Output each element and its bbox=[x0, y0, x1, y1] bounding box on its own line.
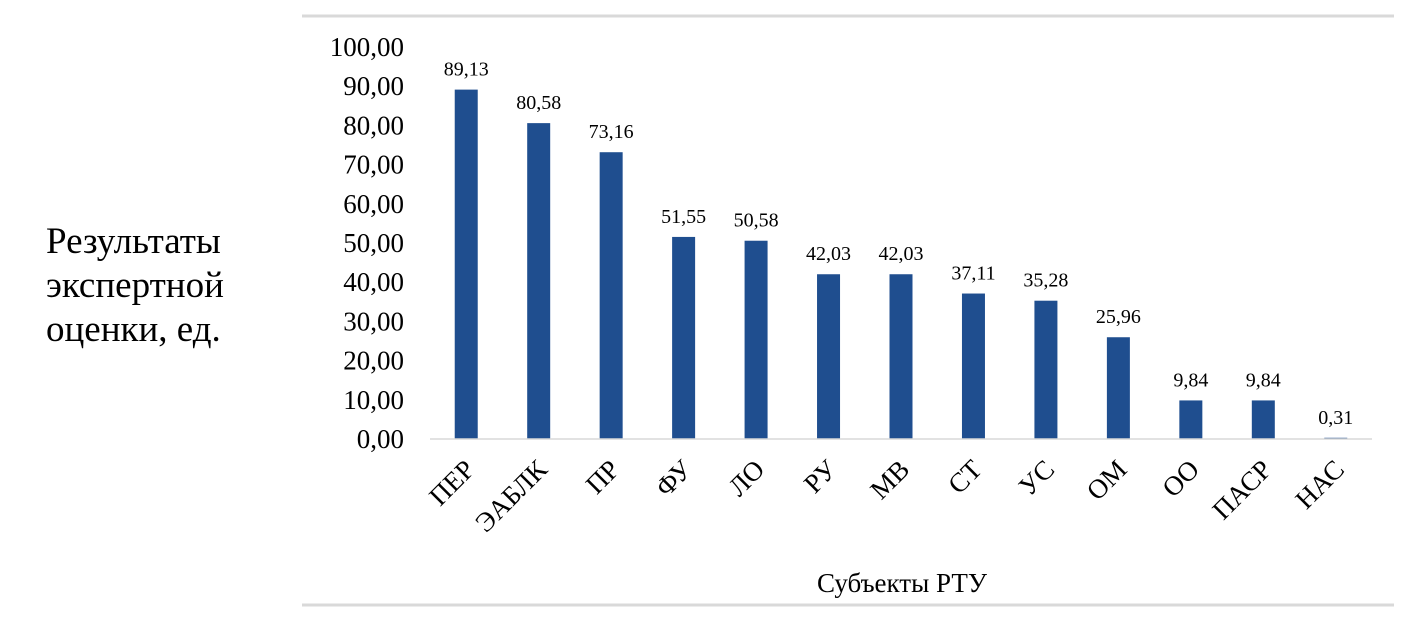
bar-value-label: 42,03 bbox=[879, 243, 924, 265]
bar-value-label: 42,03 bbox=[806, 243, 851, 265]
y-tick-label: 90,00 bbox=[343, 71, 404, 101]
bar-value-label: 0,31 bbox=[1318, 407, 1353, 429]
bar-value-label: 80,58 bbox=[516, 92, 561, 114]
y-tick-label: 80,00 bbox=[343, 110, 404, 140]
y-axis-title-line-3: оценки, ед. bbox=[46, 309, 221, 350]
x-category-label: УС bbox=[1013, 454, 1060, 501]
y-axis-ticks: 0,00 10,00 20,00 30,00 40,00 50,00 60,00 70,00 8… bbox=[330, 32, 404, 454]
y-tick-label: 0,00 bbox=[357, 424, 404, 454]
bar-value-label: 51,55 bbox=[661, 206, 706, 228]
bar bbox=[1251, 400, 1275, 439]
y-tick-label: 70,00 bbox=[343, 150, 404, 180]
bar-value-label: 9,84 bbox=[1246, 369, 1281, 391]
x-category-label: НАС bbox=[1289, 454, 1350, 515]
y-axis-title: Результаты экспертной оценки, ед. bbox=[46, 220, 276, 352]
x-category-label: ПЕР bbox=[423, 454, 480, 511]
y-axis-title-line-2: экспертной bbox=[46, 265, 224, 306]
bar bbox=[889, 274, 913, 439]
bar-value-label: 37,11 bbox=[951, 263, 995, 285]
y-tick-label: 20,00 bbox=[343, 346, 404, 376]
bar bbox=[672, 236, 696, 439]
x-category-label: ФУ bbox=[649, 453, 698, 502]
bar bbox=[454, 89, 478, 439]
x-category-label: ОМ bbox=[1081, 454, 1133, 506]
bar bbox=[961, 293, 985, 439]
bar-value-label: 89,13 bbox=[444, 59, 489, 81]
data-labels: 89,13 80,58 73,16 51,55 50,58 42,03 42,03 37,11… bbox=[444, 59, 1354, 429]
x-axis-title: Субъекты РТУ bbox=[817, 568, 988, 598]
bar bbox=[1106, 337, 1130, 439]
bar bbox=[599, 152, 623, 439]
bar-value-label: 9,84 bbox=[1173, 369, 1208, 391]
x-category-label: ЛО bbox=[722, 454, 770, 502]
bar bbox=[744, 240, 768, 439]
bars bbox=[454, 89, 1348, 439]
x-category-label: МВ bbox=[864, 454, 915, 505]
y-tick-label: 50,00 bbox=[343, 228, 404, 258]
bar-value-label: 35,28 bbox=[1023, 270, 1068, 292]
y-tick-label: 60,00 bbox=[343, 189, 404, 219]
bar-value-label: 50,58 bbox=[734, 210, 779, 232]
bar-value-label: 25,96 bbox=[1096, 306, 1141, 328]
y-tick-label: 10,00 bbox=[343, 385, 404, 415]
x-category-label: ОО bbox=[1156, 454, 1205, 503]
y-axis-title-line-1: Результаты bbox=[46, 221, 221, 262]
y-tick-label: 100,00 bbox=[330, 32, 404, 62]
x-category-label: ПР bbox=[580, 454, 626, 500]
bar-value-label: 73,16 bbox=[589, 121, 634, 143]
bar bbox=[527, 123, 551, 439]
x-category-label: ПАСР bbox=[1206, 454, 1277, 525]
x-category-label: СТ bbox=[942, 454, 988, 500]
y-tick-label: 40,00 bbox=[343, 267, 404, 297]
bar bbox=[1034, 300, 1058, 439]
x-category-label: ЭАБЛК bbox=[469, 453, 553, 537]
y-tick-label: 30,00 bbox=[343, 306, 404, 336]
bar bbox=[817, 274, 841, 439]
x-category-label: РУ bbox=[798, 453, 843, 498]
bar bbox=[1179, 400, 1203, 439]
